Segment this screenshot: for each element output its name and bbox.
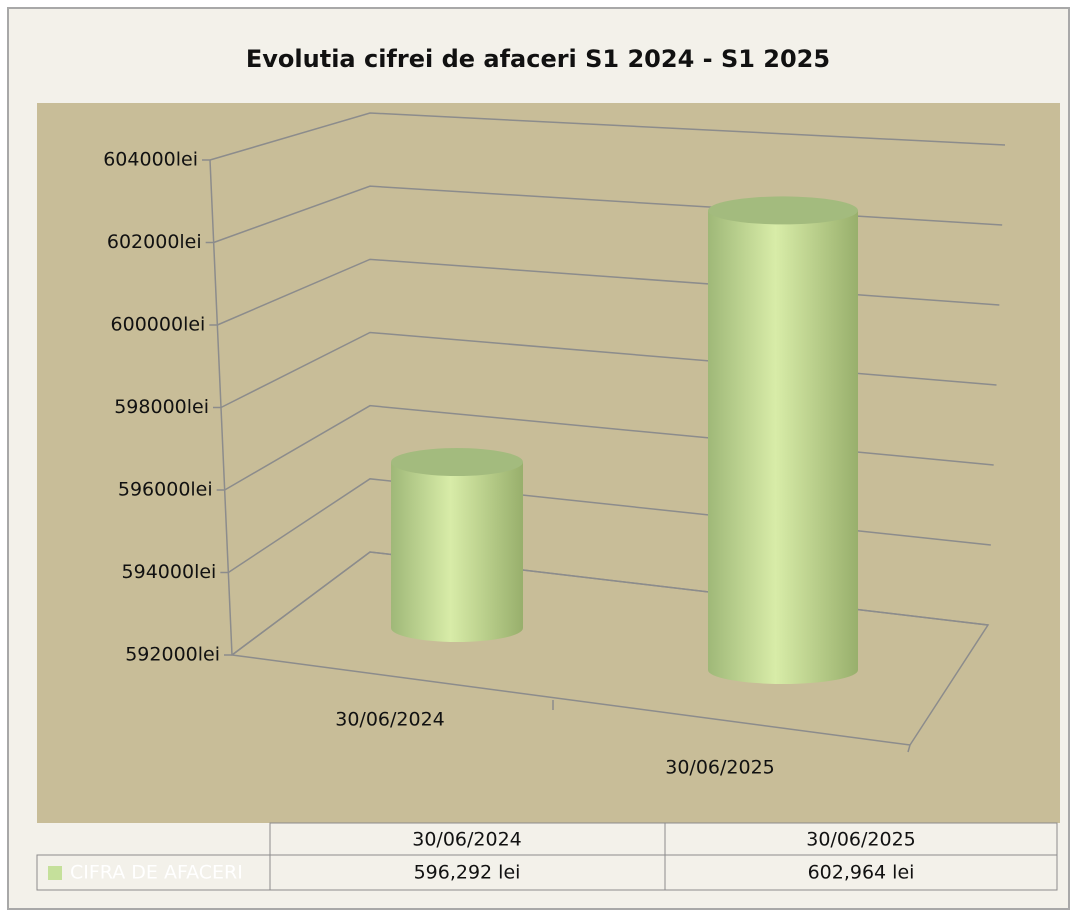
y-tick-label: 598000lei [114,396,209,418]
y-tick-label: 592000lei [125,644,220,666]
y-tick-label: 596000lei [118,479,213,501]
x-tick-label: 30/06/2025 [665,757,775,779]
y-tick-label: 602000lei [107,231,202,253]
cylinder-top [391,448,523,477]
cylinder-body [708,210,858,684]
x-tick [907,744,911,753]
legend-swatch [48,866,62,880]
grid-line [209,112,1006,161]
table-header-cell: 30/06/2025 [806,829,916,851]
y-tick-label: 600000lei [111,314,206,336]
table-header-cell: 30/06/2024 [412,829,522,851]
x-tick-label: 30/06/2024 [335,709,445,731]
table-row [36,854,1058,891]
data-table [36,822,1058,891]
y-tick-label: 594000lei [122,561,217,583]
table-cell: 596,292 lei [414,862,521,884]
legend-label: CIFRA DE AFACERI [70,862,243,884]
y-tick-label: 604000lei [103,149,198,171]
cylinder-body [391,462,523,642]
cylinder-top [708,196,858,225]
chart-title: Evolutia cifrei de afaceri S1 2024 - S1 … [246,45,830,73]
table-cell: 602,964 lei [808,862,915,884]
